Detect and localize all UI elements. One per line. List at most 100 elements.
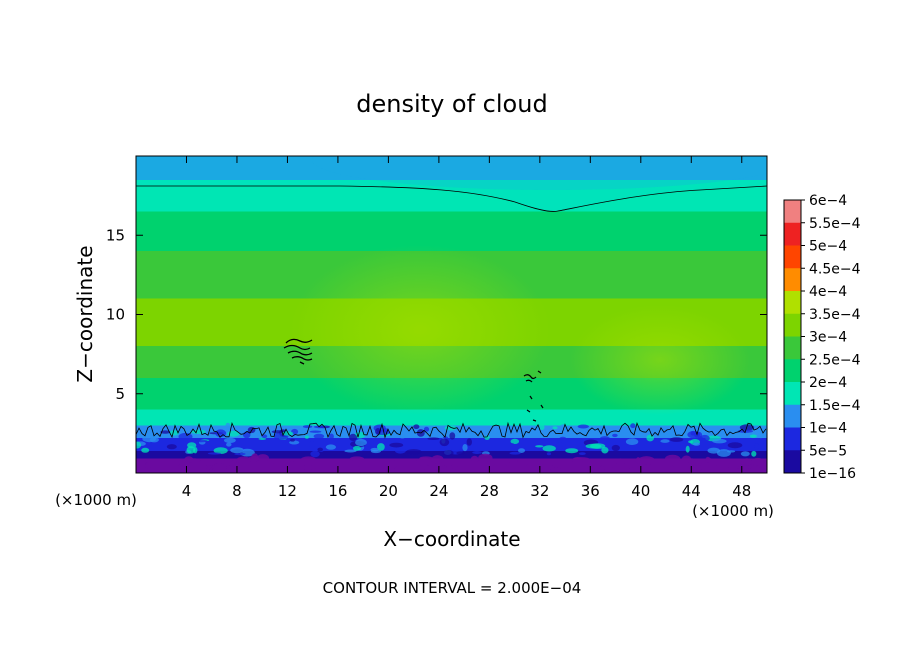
turbulence-blob bbox=[234, 452, 246, 456]
turbulence-blob bbox=[635, 429, 649, 436]
turbulence-blob bbox=[427, 437, 440, 441]
ground-blob bbox=[386, 459, 396, 467]
y-tick-label: 10 bbox=[106, 306, 125, 324]
turbulence-blob bbox=[754, 443, 759, 450]
turbulence-blob bbox=[224, 437, 236, 443]
ground-blob bbox=[231, 460, 237, 464]
turbulence-blob bbox=[230, 447, 245, 454]
colorbar-swatch bbox=[784, 313, 801, 337]
turbulence-blob bbox=[166, 444, 177, 450]
ground-blob bbox=[550, 467, 562, 473]
ground-blob bbox=[431, 455, 444, 464]
ground-blob bbox=[300, 456, 316, 463]
ground-blob bbox=[572, 457, 583, 464]
turbulence-blob bbox=[258, 437, 267, 440]
colorbar-swatch bbox=[784, 450, 801, 474]
turbulence-blob bbox=[456, 451, 465, 455]
turbulence-blob bbox=[377, 443, 385, 451]
turbulence-blob bbox=[309, 430, 322, 433]
ground-blob bbox=[505, 459, 518, 463]
turbulence-blob bbox=[295, 435, 301, 438]
ground-blob bbox=[525, 463, 541, 471]
turbulence-blob bbox=[665, 428, 677, 437]
colorbar-swatch bbox=[784, 200, 801, 224]
turbulence-blob bbox=[472, 451, 482, 454]
colorbar-label: 4.5e−4 bbox=[809, 261, 861, 277]
turbulence-blob bbox=[304, 435, 309, 439]
ground-blob bbox=[470, 455, 479, 463]
turbulence-blob bbox=[160, 430, 171, 434]
x-axis-label: X−coordinate bbox=[383, 527, 520, 551]
ground-blob bbox=[540, 459, 558, 466]
colorbar-label: 5.5e−4 bbox=[809, 216, 861, 232]
turbulence-blob bbox=[688, 440, 693, 444]
turbulence-blob bbox=[625, 438, 639, 446]
turbulence-blob bbox=[727, 442, 743, 449]
ground-blob bbox=[180, 466, 188, 471]
turbulence-blob bbox=[565, 448, 579, 454]
x-unit-label-left: (×1000 m) bbox=[55, 491, 137, 509]
ground-blob bbox=[629, 466, 644, 473]
turbulence-blob bbox=[585, 443, 602, 449]
turbulence-blob bbox=[546, 452, 552, 456]
colorbar-label: 5e−5 bbox=[809, 443, 847, 459]
x-tick-label: 16 bbox=[328, 482, 347, 500]
y-axis-label: Z−coordinate bbox=[73, 245, 97, 382]
colorbar-swatch bbox=[784, 359, 801, 383]
turbulence-blob bbox=[751, 450, 757, 457]
turbulence-blob bbox=[349, 433, 358, 441]
turbulence-blob bbox=[716, 449, 731, 457]
ground-blob bbox=[478, 453, 493, 463]
turbulence-blob bbox=[308, 440, 316, 448]
turbulence-blob bbox=[449, 432, 456, 440]
colorbar-label: 5e−4 bbox=[809, 239, 847, 255]
turbulence-blob bbox=[539, 424, 545, 431]
x-axis: 4 8 12 16 20 24 28 32 36 40 44 48 bbox=[182, 156, 751, 500]
turbulence-blob bbox=[712, 438, 727, 444]
turbulence-blob bbox=[302, 425, 313, 429]
turbulence-blob bbox=[310, 450, 320, 458]
cloud-bubble-left bbox=[290, 245, 550, 415]
colorbar-swatch bbox=[784, 336, 801, 360]
turbulence-blob bbox=[394, 447, 406, 454]
turbulence-blob bbox=[576, 428, 590, 436]
colorbar-label: 1e−16 bbox=[809, 466, 856, 482]
turbulence-blob bbox=[344, 449, 357, 453]
turbulence-blob bbox=[207, 452, 222, 455]
turbulence-blob bbox=[226, 442, 232, 447]
turbulence-blob bbox=[136, 441, 142, 449]
ground-blob bbox=[493, 463, 507, 472]
colorbar-swatch bbox=[784, 404, 801, 428]
turbulence-blob bbox=[728, 429, 738, 433]
turbulence-blob bbox=[535, 445, 544, 448]
x-tick-label: 8 bbox=[232, 482, 242, 500]
turbulence-blob bbox=[669, 437, 684, 442]
turbulence-blob bbox=[406, 449, 422, 455]
turbulence-blob bbox=[758, 432, 764, 439]
turbulence-blob bbox=[225, 422, 231, 430]
ground-blob bbox=[632, 460, 649, 466]
turbulence-blob bbox=[290, 438, 295, 442]
turbulence-blob bbox=[559, 436, 567, 441]
x-tick-label: 4 bbox=[182, 482, 192, 500]
turbulence-blob bbox=[193, 447, 198, 454]
turbulence-blob bbox=[495, 428, 512, 436]
turbulence-blob bbox=[149, 437, 159, 443]
top-contour-fill bbox=[136, 156, 767, 212]
turbulence-blob bbox=[325, 444, 336, 450]
ground-blob bbox=[145, 462, 152, 469]
contour-interval-text: CONTOUR INTERVAL = 2.000E−04 bbox=[323, 579, 582, 597]
contour-cluster-left bbox=[283, 338, 313, 365]
ground-blob bbox=[644, 464, 663, 469]
turbulence-blob bbox=[466, 438, 472, 446]
x-tick-label: 40 bbox=[631, 482, 650, 500]
colorbar-label: 6e−4 bbox=[809, 193, 847, 209]
ground-blob bbox=[236, 456, 252, 464]
turbulence-blob bbox=[749, 434, 757, 438]
turbulence-blob bbox=[191, 429, 206, 434]
turbulence-blob bbox=[599, 436, 611, 442]
ground-blob bbox=[205, 464, 212, 470]
ground-blob bbox=[669, 465, 675, 473]
ground-blob bbox=[436, 464, 447, 473]
